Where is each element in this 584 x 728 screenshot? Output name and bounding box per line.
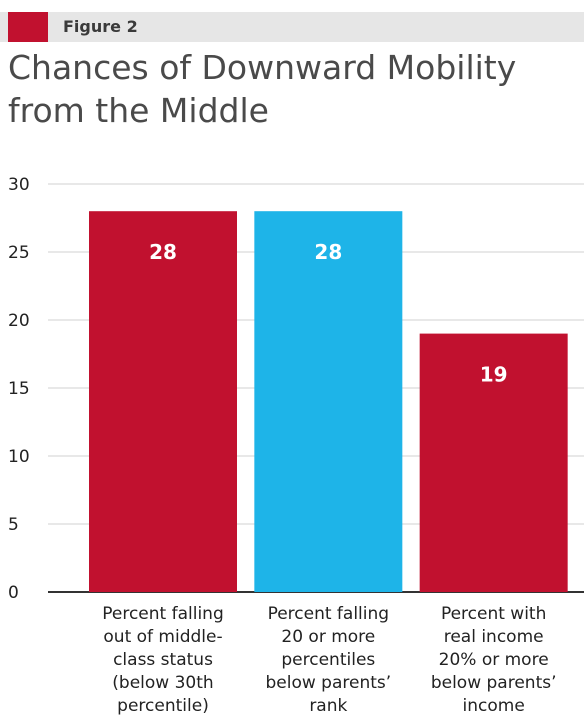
- bars: 28 28 19: [89, 211, 568, 592]
- bar: [89, 211, 237, 592]
- x-category-label: Percent falling 20 or more percentiles belo…: [265, 604, 391, 716]
- data-label: 19: [480, 363, 508, 387]
- x-category-label: Percent falling out of middle-class statu…: [102, 604, 224, 716]
- y-tick-label: 20: [8, 311, 30, 331]
- y-tick-label: 10: [8, 447, 30, 467]
- x-category-label: Percent with real income 20% or more below …: [431, 604, 557, 716]
- figure-header-bar: [0, 12, 584, 42]
- x-axis-labels: Percent falling out of middle-class statu…: [102, 604, 556, 716]
- y-axis-ticks: 0 5 10 15 20 25 30: [8, 175, 30, 603]
- y-tick-label: 0: [8, 583, 19, 603]
- bar: [254, 211, 403, 592]
- y-tick-label: 15: [8, 379, 30, 399]
- data-label: 28: [149, 240, 177, 264]
- y-tick-label: 5: [8, 515, 19, 535]
- bar: [419, 333, 568, 592]
- figure-accent-square: [8, 12, 48, 42]
- y-tick-label: 25: [8, 243, 30, 263]
- figure-label: Figure 2: [63, 17, 138, 36]
- y-tick-label: 30: [8, 175, 30, 195]
- data-label: 28: [314, 240, 342, 264]
- chart-title: Chances of Downward Mobility from the Mi…: [8, 48, 517, 130]
